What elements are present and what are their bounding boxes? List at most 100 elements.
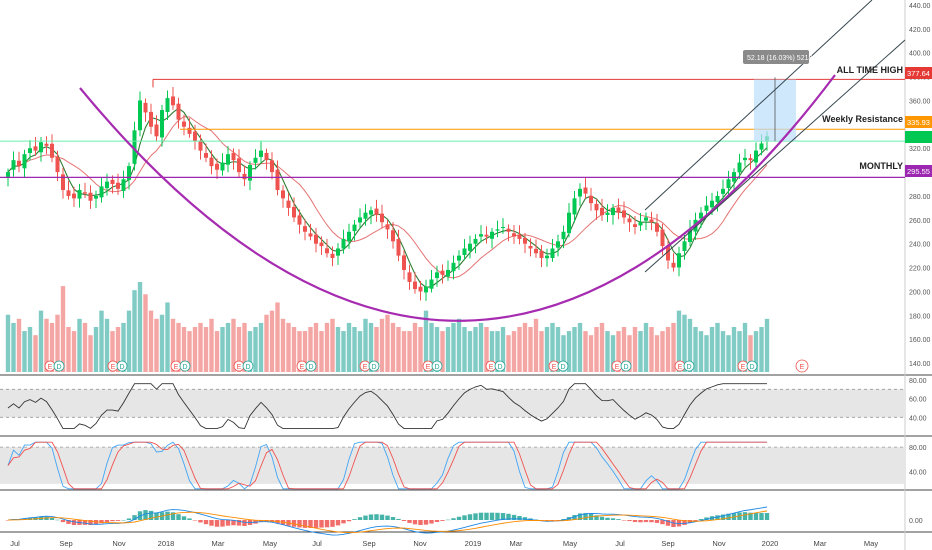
volume-bar xyxy=(236,327,242,372)
candle-body xyxy=(61,174,65,190)
macd-histogram-bar xyxy=(401,520,407,521)
macd-histogram-bar xyxy=(170,512,176,520)
volume-bar xyxy=(209,318,214,372)
macd-histogram-bar xyxy=(484,512,489,520)
candle-body xyxy=(44,143,49,146)
volume-bar xyxy=(33,335,38,372)
candle-body xyxy=(748,158,753,161)
candle-body xyxy=(143,102,148,113)
volume-bar xyxy=(412,322,418,372)
candle-body xyxy=(325,248,329,254)
candle-body xyxy=(231,152,236,161)
volume-bar xyxy=(500,327,506,372)
candle-body xyxy=(259,150,263,157)
volume-bar xyxy=(665,327,671,372)
volume-bar xyxy=(38,310,44,372)
macd-histogram-bar xyxy=(423,520,429,525)
volume-bar xyxy=(16,318,22,372)
macd-histogram-bar xyxy=(649,520,654,523)
candle-body xyxy=(407,272,412,282)
volume-bar xyxy=(440,331,445,372)
earnings-e-label: E xyxy=(48,364,53,371)
stoch-pane[interactable]: 80.00 40.00 xyxy=(0,441,927,490)
macd-histogram-bar xyxy=(104,520,110,522)
volume-bar xyxy=(242,322,247,372)
macd-histogram-bar xyxy=(55,519,60,521)
volume-bar xyxy=(137,282,143,372)
candle-body xyxy=(627,218,632,223)
macd-histogram-bar xyxy=(66,520,71,524)
candle-body xyxy=(446,269,450,277)
macd-histogram-bar xyxy=(220,520,225,527)
candle-body xyxy=(391,230,395,242)
volume-bar xyxy=(44,318,49,372)
time-tick-label: Jul xyxy=(312,539,322,548)
macd-histogram-bar xyxy=(71,520,77,526)
volume-bar xyxy=(473,327,478,372)
volume-bar xyxy=(176,322,181,372)
candle-body xyxy=(429,279,434,289)
candle-body xyxy=(204,152,208,158)
macd-histogram-bar xyxy=(467,514,473,520)
candle-body xyxy=(352,224,357,232)
volume-bar xyxy=(374,327,379,372)
candle-body xyxy=(435,272,439,279)
macd-histogram-bar xyxy=(495,512,500,520)
candle-body xyxy=(363,212,368,219)
macd-histogram-bar xyxy=(440,520,445,521)
candle-body xyxy=(270,160,274,173)
candle-body xyxy=(330,253,335,259)
macd-histogram-bar xyxy=(555,520,561,521)
candle-body xyxy=(578,188,582,197)
rsi-band xyxy=(0,389,905,418)
candle-body xyxy=(198,140,203,151)
macd-histogram-bar xyxy=(236,520,242,526)
volume-bar xyxy=(253,327,258,372)
volume-bar xyxy=(308,327,313,372)
macd-histogram-bar xyxy=(412,520,418,525)
time-axis[interactable]: Jul Sep Nov 2018 Mar May Jul Sep Nov 2019 Mar May Ju… xyxy=(10,539,878,548)
macd-histogram-bar xyxy=(599,516,605,520)
macd-histogram-bar xyxy=(434,520,440,522)
dividend-d-marker xyxy=(368,360,380,372)
candle-body xyxy=(6,172,10,177)
macd-pane[interactable]: 0.00 xyxy=(5,506,923,536)
candle-body xyxy=(209,157,214,167)
candle-body xyxy=(468,243,472,251)
candle-body xyxy=(99,186,104,198)
price-tick-label: 420.00 xyxy=(909,27,931,34)
volume-bar xyxy=(759,327,764,372)
price-tick-label: 400.00 xyxy=(909,51,931,58)
volume-bar xyxy=(731,327,737,372)
dividend-d-label: D xyxy=(56,364,61,371)
volume-bar xyxy=(610,335,616,372)
volume-bar xyxy=(396,327,401,372)
candle-body xyxy=(484,234,489,237)
candle-body xyxy=(561,231,566,240)
macd-histogram-bar xyxy=(500,513,506,520)
volume-bar xyxy=(225,322,231,372)
volume-bar xyxy=(445,327,451,372)
macd-histogram-bar xyxy=(110,520,115,522)
volume-bar xyxy=(258,322,264,372)
macd-histogram-bar xyxy=(203,520,209,525)
macd-histogram-bar xyxy=(363,515,368,520)
candle-body xyxy=(605,212,610,215)
volume-bar xyxy=(478,322,484,372)
macd-histogram-bar xyxy=(82,520,88,525)
candle-body xyxy=(512,233,516,237)
macd-histogram-bar xyxy=(621,520,627,521)
candle-body xyxy=(55,156,60,173)
candle-body xyxy=(369,210,373,215)
macd-histogram-bar xyxy=(693,520,698,521)
dividend-d-label: D xyxy=(371,364,376,371)
rsi-pane[interactable]: 80.00 60.00 40.00 xyxy=(0,378,927,430)
candle-body xyxy=(248,164,252,181)
macd-histogram-bar xyxy=(445,519,451,521)
candle-body xyxy=(242,173,247,180)
candle-body xyxy=(132,130,137,164)
time-tick-label: Sep xyxy=(59,539,72,548)
candle-body xyxy=(237,158,241,173)
